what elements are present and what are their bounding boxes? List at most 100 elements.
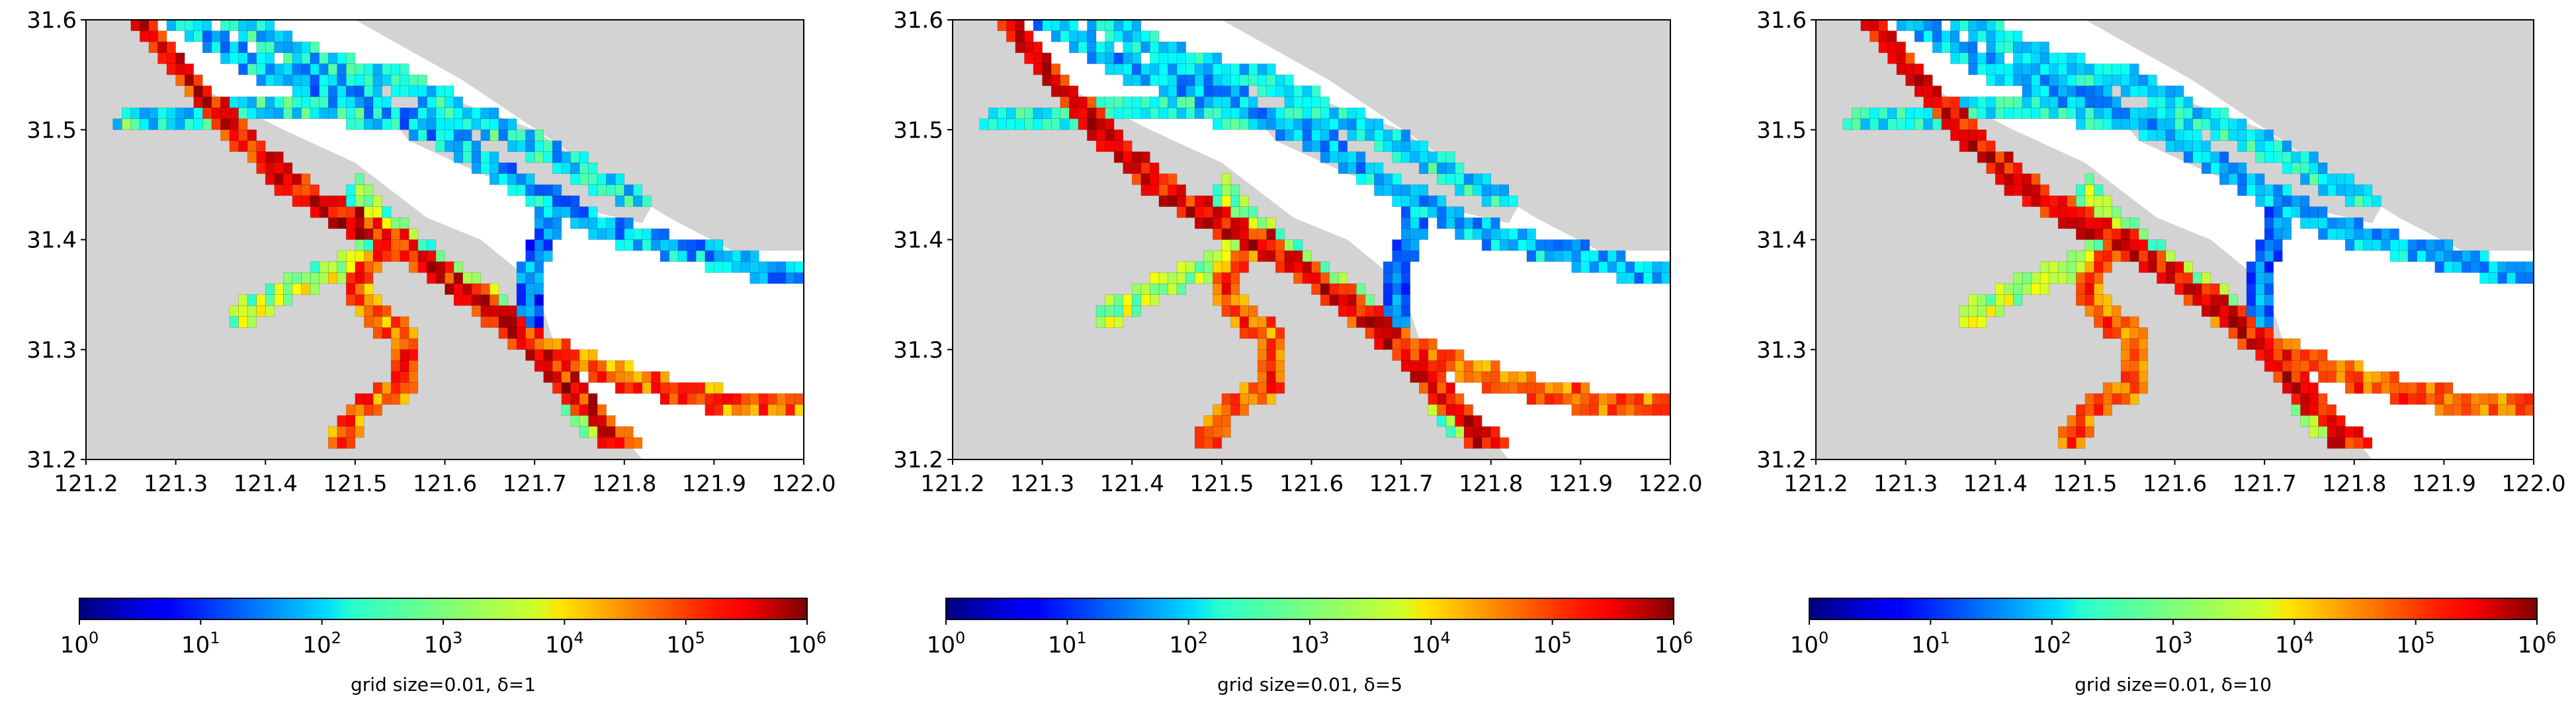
heatmap-cell — [1131, 63, 1142, 75]
heatmap-cell — [2201, 140, 2211, 152]
heatmap-cell — [372, 393, 382, 405]
heatmap-cell — [552, 206, 562, 218]
heatmap-cell — [346, 85, 356, 97]
heatmap-cell — [2255, 283, 2265, 295]
heatmap-cell — [2057, 74, 2068, 87]
heatmap-cell — [112, 118, 122, 130]
heatmap-cell — [1033, 63, 1043, 75]
heatmap-cell — [1230, 239, 1240, 251]
heatmap-cell — [2246, 140, 2256, 152]
heatmap-cell — [1941, 30, 1951, 42]
heatmap-cell — [1266, 107, 1276, 119]
heatmap-cell — [445, 97, 454, 108]
heatmap-cell — [157, 118, 167, 130]
heatmap-cell — [2219, 162, 2229, 175]
heatmap-cell — [2112, 228, 2122, 240]
heatmap-cell — [372, 118, 382, 130]
heatmap-cell — [2076, 118, 2086, 130]
y-tick-label: 31.5 — [26, 117, 77, 143]
heatmap-cell — [2031, 272, 2041, 284]
heatmap-cell — [2470, 393, 2480, 405]
heatmap-cell — [2237, 118, 2247, 130]
heatmap-cell — [2309, 206, 2319, 218]
heatmap-cell — [2318, 173, 2328, 185]
heatmap-cell — [1959, 118, 1969, 130]
heatmap-cell — [1383, 316, 1393, 328]
heatmap-cell — [1176, 52, 1186, 64]
heatmap-cell — [2120, 74, 2130, 87]
heatmap-cell — [1869, 107, 1879, 119]
heatmap-cell — [337, 437, 347, 449]
heatmap-cell — [687, 250, 697, 262]
heatmap-cell — [1248, 107, 1258, 119]
heatmap-cell — [2102, 327, 2112, 339]
heatmap-cell — [1977, 30, 1987, 42]
heatmap-cell — [238, 305, 248, 317]
heatmap-cell — [417, 97, 427, 108]
heatmap-cell — [750, 250, 759, 262]
heatmap-cell — [1923, 118, 1933, 130]
heatmap-cell — [507, 316, 517, 328]
heatmap-cell — [372, 217, 382, 229]
heatmap-cell — [705, 261, 714, 273]
heatmap-cell — [256, 20, 266, 31]
heatmap-cell — [579, 349, 589, 361]
heatmap-cell — [2067, 426, 2077, 438]
heatmap-cell — [543, 206, 553, 218]
heatmap-cell — [660, 393, 669, 405]
heatmap-cell — [2228, 305, 2238, 317]
heatmap-cell — [1266, 239, 1276, 251]
heatmap-cell — [1481, 426, 1492, 438]
heatmap-cell — [1959, 305, 1969, 317]
heatmap-cell — [301, 107, 311, 119]
heatmap-cell — [1087, 97, 1097, 108]
heatmap-cell — [624, 228, 634, 240]
heatmap-cell — [417, 261, 427, 273]
heatmap-cell — [1356, 316, 1366, 328]
heatmap-cell — [570, 206, 580, 218]
heatmap-cell — [364, 228, 374, 240]
heatmap-cell — [1105, 107, 1115, 119]
heatmap-cell — [1400, 239, 1410, 251]
heatmap-cell — [1113, 140, 1123, 152]
heatmap-cell — [2255, 184, 2265, 196]
heatmap-cell — [265, 97, 275, 108]
heatmap-cell — [588, 217, 598, 229]
heatmap-cell — [310, 41, 320, 54]
water-region — [1006, 20, 1670, 459]
heatmap-cell — [2282, 228, 2292, 240]
heatmap-cell — [1356, 283, 1366, 295]
heatmap-cell — [400, 63, 409, 75]
heatmap-cell — [185, 9, 194, 20]
heatmap-cell — [695, 250, 706, 262]
heatmap-cell — [256, 162, 266, 175]
heatmap-cell — [292, 85, 302, 97]
heatmap-cell — [202, 107, 212, 119]
heatmap-cell — [2444, 239, 2454, 251]
heatmap-cell — [2300, 217, 2310, 229]
heatmap-cell — [1374, 118, 1384, 130]
heatmap-cell — [1203, 261, 1213, 273]
heatmap-cell — [2165, 85, 2175, 97]
heatmap-cell — [490, 173, 499, 185]
heatmap-cell — [695, 393, 706, 405]
heatmap-cell — [1428, 338, 1438, 350]
heatmap-cell — [390, 360, 400, 372]
heatmap-cell — [211, 118, 221, 130]
heatmap-cell — [256, 305, 266, 317]
heatmap-cell — [1113, 294, 1123, 306]
heatmap-cell — [1293, 107, 1303, 119]
heatmap-cell — [1293, 97, 1303, 108]
heatmap-cell — [1562, 393, 1572, 405]
heatmap-cell — [677, 382, 687, 394]
heatmap-cell — [2129, 360, 2139, 372]
heatmap-cell — [327, 426, 338, 438]
colorbar-tick-label: 101 — [1048, 629, 1087, 658]
heatmap-cell — [1455, 371, 1465, 383]
heatmap-cell — [2210, 118, 2220, 130]
heatmap-cell — [2120, 217, 2130, 229]
heatmap-cell — [1221, 261, 1231, 273]
heatmap-cell — [1140, 283, 1150, 295]
heatmap-cell — [2344, 173, 2355, 185]
heatmap-cell — [1158, 74, 1168, 87]
